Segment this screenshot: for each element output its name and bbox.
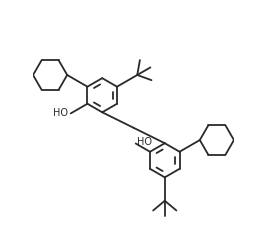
Text: HO: HO [137, 137, 152, 147]
Text: HO: HO [53, 108, 68, 118]
